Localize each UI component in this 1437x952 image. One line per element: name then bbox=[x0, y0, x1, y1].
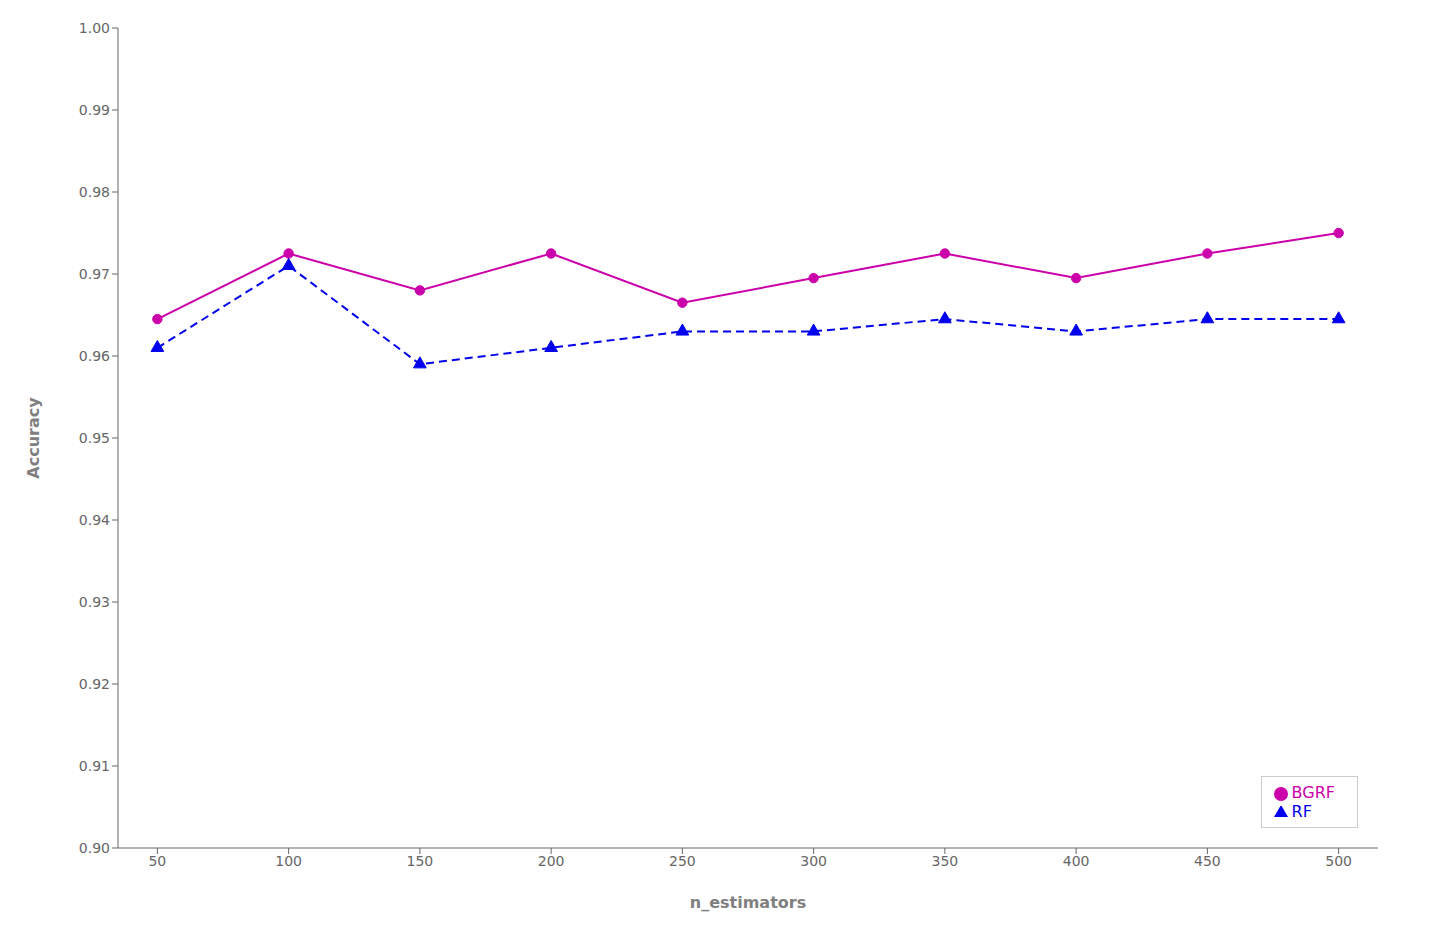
svg-text:0.96: 0.96 bbox=[79, 348, 110, 364]
svg-text:150: 150 bbox=[407, 853, 434, 869]
svg-text:0.92: 0.92 bbox=[79, 676, 110, 692]
svg-text:200: 200 bbox=[538, 853, 565, 869]
svg-text:0.91: 0.91 bbox=[79, 758, 110, 774]
svg-text:350: 350 bbox=[932, 853, 959, 869]
svg-text:1.00: 1.00 bbox=[79, 20, 110, 36]
svg-text:n_estimators: n_estimators bbox=[690, 893, 806, 912]
svg-text:0.99: 0.99 bbox=[79, 102, 110, 118]
svg-text:0.95: 0.95 bbox=[79, 430, 110, 446]
svg-text:0.90: 0.90 bbox=[79, 840, 110, 856]
svg-text:250: 250 bbox=[669, 853, 696, 869]
svg-text:400: 400 bbox=[1063, 853, 1090, 869]
svg-text:100: 100 bbox=[275, 853, 302, 869]
svg-text:300: 300 bbox=[800, 853, 827, 869]
svg-text:0.97: 0.97 bbox=[79, 266, 110, 282]
html-text:BGRF: BGRF bbox=[1291, 783, 1335, 802]
svg-text:50: 50 bbox=[148, 853, 166, 869]
svg-text:Accuracy: Accuracy bbox=[24, 397, 43, 479]
svg-text:0.93: 0.93 bbox=[79, 594, 110, 610]
svg-text:0.98: 0.98 bbox=[79, 184, 110, 200]
svg-text:500: 500 bbox=[1325, 853, 1352, 869]
svg-text:450: 450 bbox=[1194, 853, 1221, 869]
svg-text:0.94: 0.94 bbox=[79, 512, 110, 528]
html-text:RF: RF bbox=[1291, 802, 1312, 821]
